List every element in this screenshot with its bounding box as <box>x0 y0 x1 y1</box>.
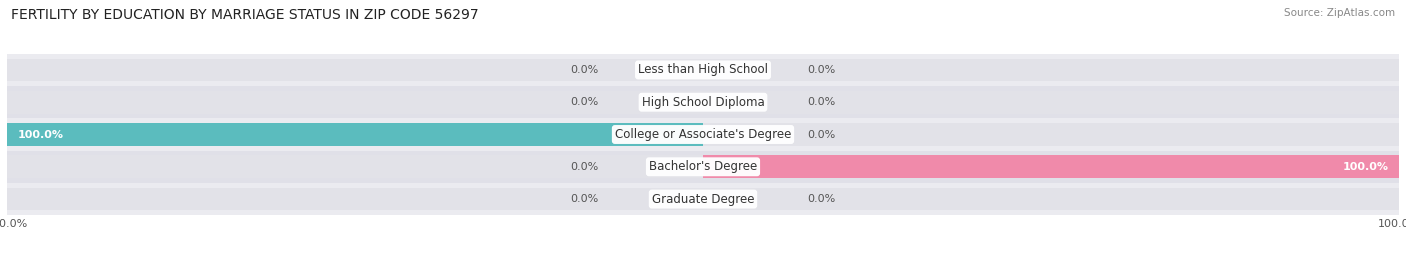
Bar <box>7 86 1399 118</box>
Text: 0.0%: 0.0% <box>571 194 599 204</box>
Text: 0.0%: 0.0% <box>571 97 599 107</box>
Text: 0.0%: 0.0% <box>807 65 835 75</box>
Text: 0.0%: 0.0% <box>807 194 835 204</box>
Text: Bachelor's Degree: Bachelor's Degree <box>650 160 756 173</box>
Text: 100.0%: 100.0% <box>1343 162 1389 172</box>
Text: Less than High School: Less than High School <box>638 63 768 76</box>
Text: Source: ZipAtlas.com: Source: ZipAtlas.com <box>1284 8 1395 18</box>
Bar <box>7 123 703 146</box>
Bar <box>7 54 1399 86</box>
Text: 100.0%: 100.0% <box>17 129 63 140</box>
Text: College or Associate's Degree: College or Associate's Degree <box>614 128 792 141</box>
Text: 0.0%: 0.0% <box>571 162 599 172</box>
Bar <box>7 91 1399 114</box>
Text: Graduate Degree: Graduate Degree <box>652 193 754 206</box>
Text: High School Diploma: High School Diploma <box>641 96 765 109</box>
Bar <box>703 155 1399 178</box>
Bar <box>7 123 1399 146</box>
Text: FERTILITY BY EDUCATION BY MARRIAGE STATUS IN ZIP CODE 56297: FERTILITY BY EDUCATION BY MARRIAGE STATU… <box>11 8 479 22</box>
Bar <box>7 155 1399 178</box>
Text: 0.0%: 0.0% <box>571 65 599 75</box>
Bar <box>7 188 1399 210</box>
Bar <box>7 118 1399 151</box>
Bar <box>7 151 1399 183</box>
Bar <box>7 59 1399 81</box>
Text: 0.0%: 0.0% <box>807 97 835 107</box>
Text: 0.0%: 0.0% <box>807 129 835 140</box>
Bar <box>7 183 1399 215</box>
